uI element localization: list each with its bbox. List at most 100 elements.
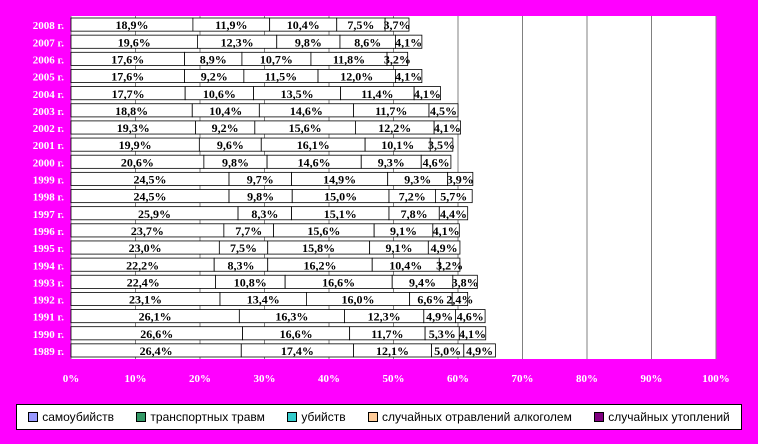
data-label: 4,6% [457,310,484,324]
data-label: 12,1% [376,344,409,358]
category-label: 1999 г. [33,175,65,187]
data-label: 18,8% [115,104,148,118]
data-label: 9,8% [222,155,249,169]
bar-segment [451,291,469,306]
data-label: 23,1% [129,293,162,307]
data-label: 9,7% [247,173,274,187]
data-label: 8,3% [251,207,278,221]
data-label: 17,6% [111,70,144,84]
data-label: 26,4% [140,344,173,358]
data-label: 15,6% [307,224,340,238]
bar-segment [395,34,423,49]
legend-item: транспортных травм [136,410,265,424]
legend-item: случайных отравлений алкоголем [368,410,572,424]
category-label: 1992 г. [33,295,65,307]
data-label: 9,2% [212,121,239,135]
x-tick-label: 60% [447,373,469,385]
data-label: 8,3% [227,258,254,272]
data-label: 4,4% [440,207,467,221]
data-label: 3,5% [428,138,455,152]
data-label: 3,7% [384,18,411,32]
data-label: 17,6% [111,52,144,66]
data-label: 16,0% [342,293,375,307]
data-label: 16,3% [275,310,308,324]
legend-swatch [136,412,147,422]
category-label: 2005 г. [33,72,65,84]
data-label: 10,4% [389,258,422,272]
category-label: 1995 г. [33,243,65,255]
data-label: 7,2% [399,190,426,204]
data-label: 10,8% [234,275,267,289]
data-label: 15,1% [324,207,357,221]
bar-segment [428,103,459,118]
data-label: 20,6% [121,155,154,169]
x-tick-label: 20% [189,373,211,385]
bar-segment [433,120,461,135]
data-label: 4,1% [434,121,461,135]
data-label: 15,8% [302,241,335,255]
legend-swatch [368,412,379,422]
data-label: 11,5% [265,70,297,84]
data-label: 11,9% [215,18,247,32]
bar-segment [435,189,473,204]
x-tick-label: 30% [254,373,276,385]
category-label: 2006 г. [33,54,65,66]
data-label: 15,0% [324,190,357,204]
legend-label: случайных утоплений [608,410,730,424]
data-label: 9,1% [385,241,412,255]
bar-segment [438,257,461,272]
x-tick-label: 90% [641,373,663,385]
stacked-bar-chart: 18,9% 11,9% 10,4% 7,5% 3,7% 19,6% 12,3% 9,8% 8,6… [33,16,730,385]
data-label: 2,4% [446,293,473,307]
data-label: 11,4% [361,87,393,101]
legend-swatch [28,412,39,422]
data-label: 5,3% [429,327,456,341]
legend-label: случайных отравлений алкоголем [382,410,572,424]
x-tick-label: 100% [702,373,730,385]
bar-segment [427,240,461,255]
x-tick-label: 50% [383,373,405,385]
data-label: 9,4% [409,275,436,289]
category-label: 2007 г. [33,37,65,49]
category-label: 2008 г. [33,20,65,32]
category-label: 2004 г. [33,89,65,101]
data-label: 17,7% [112,87,145,101]
category-label: 1994 г. [33,260,65,272]
data-label: 4,1% [414,87,441,101]
data-label: 7,5% [230,241,257,255]
x-tick-label: 80% [576,373,598,385]
category-label: 1997 г. [33,209,65,221]
x-tick-label: 40% [318,373,340,385]
category-label: 1990 г. [33,329,65,341]
data-label: 13,5% [281,87,314,101]
x-tick-label: 0% [63,373,80,385]
data-label: 19,9% [119,138,152,152]
data-label: 11,7% [375,104,407,118]
data-label: 4,9% [431,241,458,255]
x-tick-labels: 0% 10% 20% 30% 40% 50% 60% 70% 80% 90% 100% [63,373,730,385]
data-label: 23,7% [131,224,164,238]
data-label: 9,3% [404,173,431,187]
data-label: 16,6% [322,275,355,289]
data-label: 14,6% [298,155,331,169]
data-label: 26,1% [139,310,172,324]
data-label: 3,9% [447,173,474,187]
data-label: 10,1% [381,138,414,152]
x-tick-label: 10% [125,373,147,385]
legend-label: транспортных травм [150,410,265,424]
data-label: 25,9% [138,207,171,221]
data-label: 17,4% [281,344,314,358]
category-label: 1989 г. [33,346,65,358]
bar-segment [384,17,410,32]
data-label: 12,2% [378,121,411,135]
data-label: 26,6% [140,327,173,341]
data-label: 10,6% [203,87,236,101]
bar-segment [452,274,478,289]
bar-segment [420,154,452,169]
x-tick-label: 70% [512,373,534,385]
data-label: 23,0% [129,241,162,255]
category-label: 2002 г. [33,123,65,135]
data-label: 22,2% [126,258,159,272]
data-label: 4,1% [395,70,422,84]
data-label: 4,5% [430,104,457,118]
